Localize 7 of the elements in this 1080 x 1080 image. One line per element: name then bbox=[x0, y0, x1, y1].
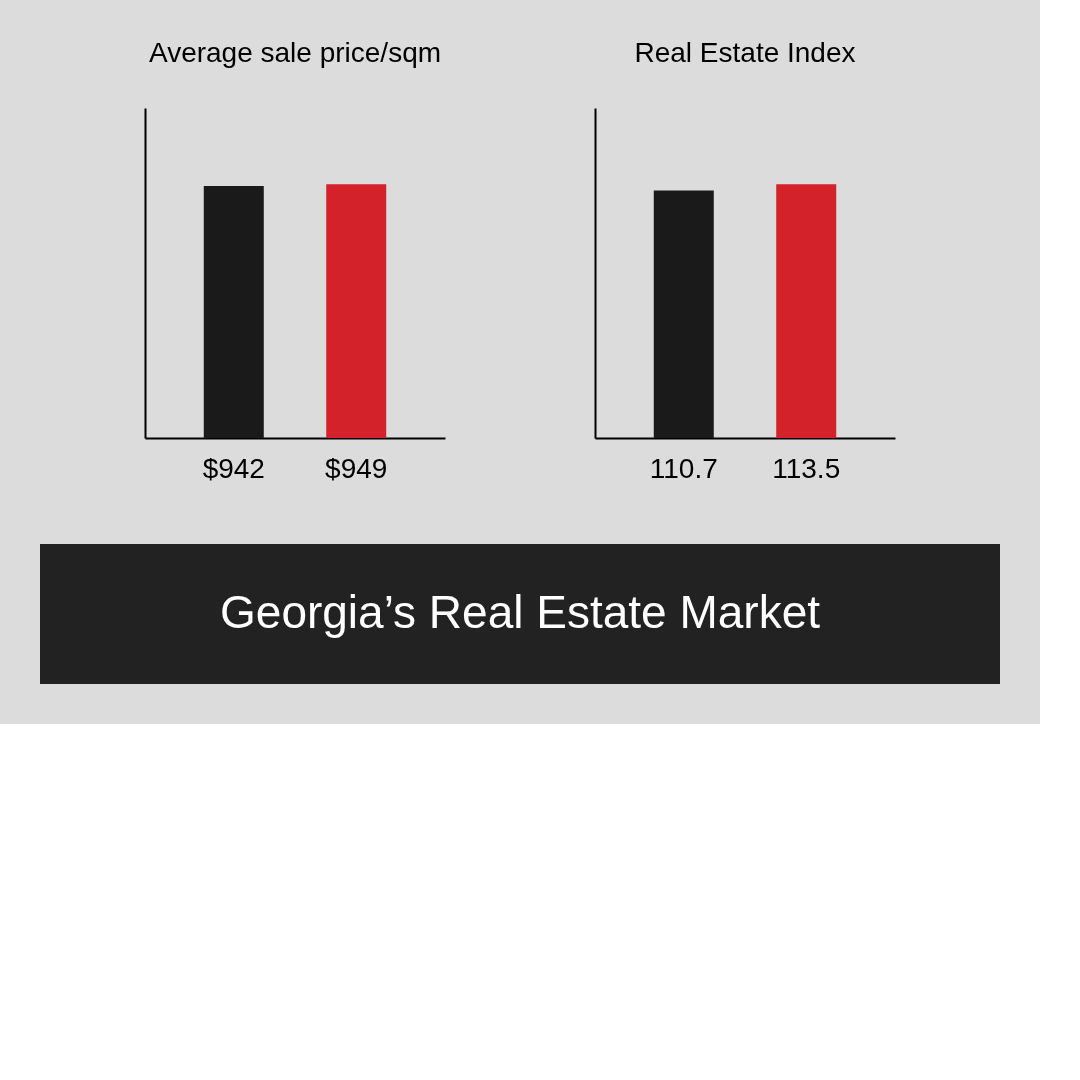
data-label: 110.7 bbox=[649, 453, 718, 484]
chart-title: Average sale price/sqm bbox=[148, 37, 442, 68]
data-label: 113.5 bbox=[772, 453, 841, 484]
data-label: $949 bbox=[325, 453, 388, 484]
text: Georgia’s Real Estate Market bbox=[220, 586, 821, 638]
data-label: $942 bbox=[202, 453, 265, 484]
chart-title: Real Estate Index bbox=[634, 37, 856, 68]
